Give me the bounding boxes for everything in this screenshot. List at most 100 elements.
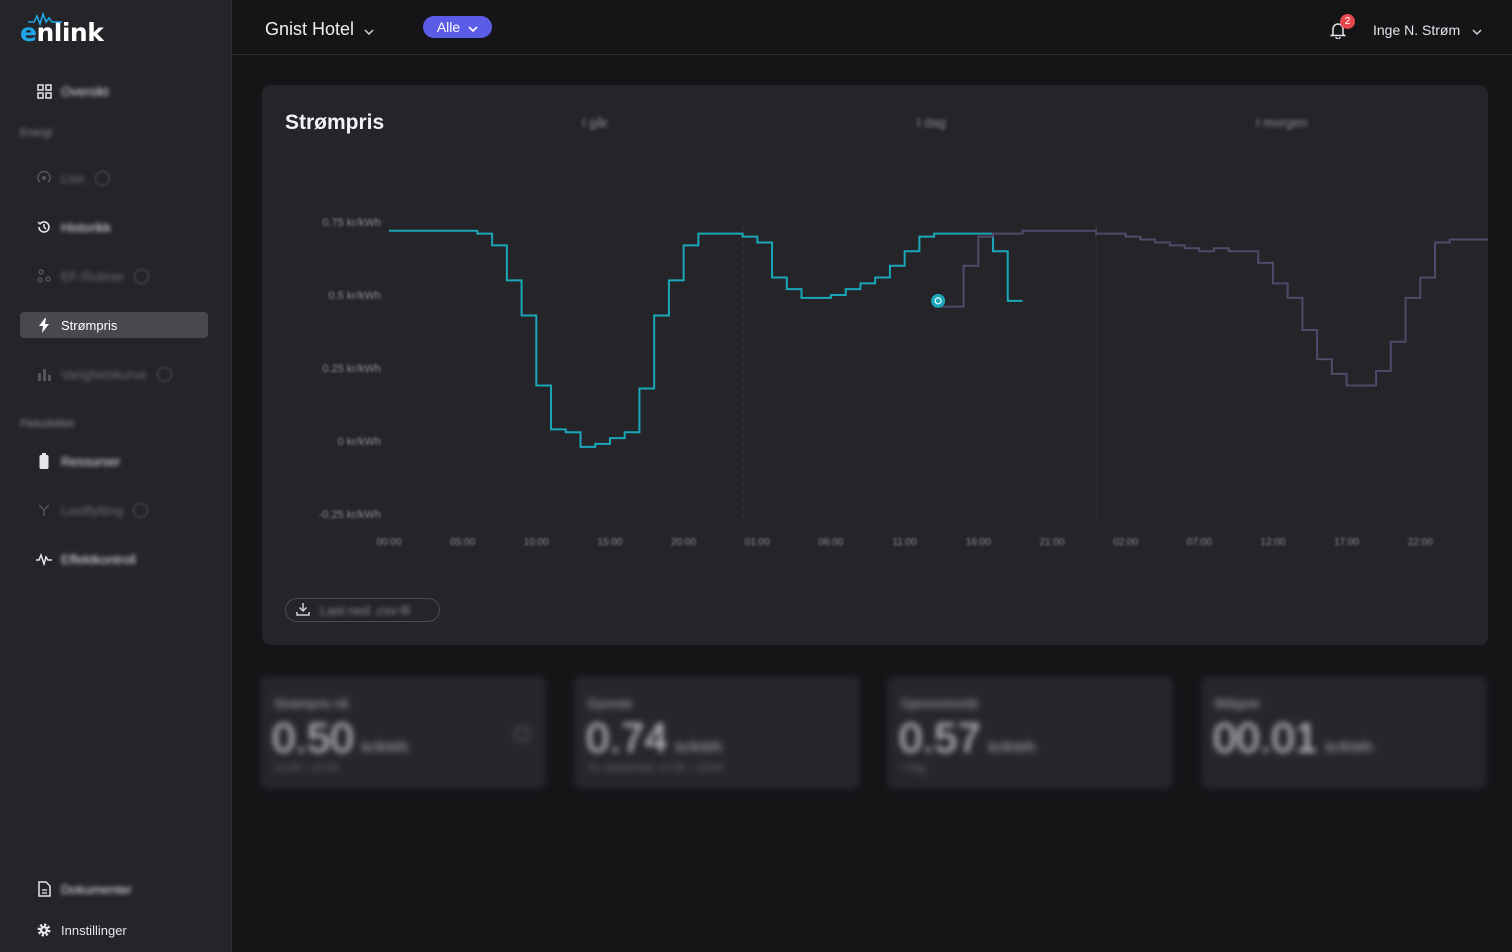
section-label-energi: Energi: [20, 127, 52, 139]
filter-dropdown[interactable]: Alle: [423, 16, 492, 38]
day-label-tomorrow: I morgen: [1256, 115, 1308, 130]
sidebar-item-label: Effektkontroll: [61, 551, 136, 567]
x-tick-label: 06:00: [818, 537, 843, 548]
sidebar-item-dokumenter[interactable]: Dokumenter: [20, 876, 208, 902]
x-tick-label: 00:00: [376, 537, 401, 548]
sidebar-item-label: Historikk: [61, 219, 111, 235]
branch-icon: [36, 502, 52, 518]
stat-title: Billigste: [1215, 696, 1260, 711]
info-icon: [133, 268, 149, 284]
user-menu[interactable]: Inge N. Strøm: [1373, 22, 1482, 38]
stat-unit: kr/kWh: [988, 739, 1036, 756]
sidebar-item-label: Live: [61, 170, 85, 186]
price-series-past: [389, 229, 1023, 448]
enlink-logo[interactable]: enlink: [20, 12, 104, 47]
trend-down-icon: [1455, 726, 1471, 742]
chevron-down-icon: [1472, 22, 1482, 38]
x-tick-label: 22:00: [1408, 537, 1433, 548]
day-label-yesterday: I går: [582, 115, 609, 130]
info-icon: [94, 170, 110, 186]
chart-title: Strømpris: [285, 111, 385, 134]
x-tick-label: 05:00: [450, 537, 475, 548]
current-price-marker-ring: [934, 297, 942, 305]
stat-card-cheapest: Billigste 00.01 kr/kWh: [1201, 676, 1487, 789]
sidebar-item-lastflytting[interactable]: Lastflytting: [20, 497, 208, 523]
gear-icon: [36, 922, 52, 938]
y-tick-label: 0.5 kr/kWh: [328, 290, 381, 302]
x-tick-label: 01:00: [745, 537, 770, 548]
grid-icon: [36, 83, 52, 99]
sidebar-item-label: Strømpris: [61, 317, 118, 333]
download-icon: [296, 602, 310, 619]
sidebar-item-label: Lastflytting: [61, 502, 124, 518]
battery-icon: [36, 453, 52, 469]
sidebar-item-ressurser[interactable]: Ressurser: [20, 448, 208, 474]
broadcast-icon: [36, 170, 52, 186]
stat-title: Dyreste: [588, 696, 633, 711]
stat-unit: kr/kWh: [675, 739, 723, 756]
stat-value: 0.50: [272, 714, 354, 761]
y-tick-label: 0.75 kr/kWh: [322, 217, 381, 229]
document-icon: [36, 881, 52, 897]
sidebar-item-strompris[interactable]: Strømpris: [20, 312, 208, 338]
sidebar-item-varighetskurve[interactable]: Varighetskurve: [20, 361, 208, 387]
bar-chart-icon: [36, 366, 52, 382]
clock-icon: [514, 726, 530, 742]
stat-value: 00.01: [1213, 714, 1319, 761]
sidebar-item-label: Varighetskurve: [61, 366, 147, 382]
stat-title: Gjennomsnitt: [901, 696, 978, 711]
history-icon: [36, 219, 52, 235]
price-chart-card: 0.75 kr/kWh 0.5 kr/kWh 0.25 kr/kWh 0 kr/kWh…: [262, 85, 1488, 645]
y-tick-label: 0 kr/kWh: [338, 436, 381, 448]
x-tick-label: 12:00: [1260, 537, 1285, 548]
notification-badge: 2: [1340, 14, 1355, 29]
sidebar: enlink Oversikt Energi Live Historikk: [0, 0, 232, 952]
filter-label: Alle: [436, 19, 461, 35]
stat-card-current-price: Strømpris nå 0.50 kr/kWh 13:00 - 14:00: [260, 676, 546, 789]
sidebar-item-label: Oversikt: [61, 83, 109, 99]
info-icon: [156, 366, 172, 382]
day-label-today: I dag: [917, 115, 946, 130]
chevron-down-icon: [364, 19, 374, 40]
lightning-icon: [36, 317, 52, 333]
sidebar-item-live[interactable]: Live: [20, 165, 208, 191]
stat-value: 0.57: [899, 714, 981, 761]
sidebar-item-historikk[interactable]: Historikk: [20, 214, 208, 240]
price-chart[interactable]: 0.75 kr/kWh 0.5 kr/kWh 0.25 kr/kWh 0 kr/kWh…: [262, 85, 1488, 585]
pulse-icon: [36, 551, 52, 567]
x-tick-label: 10:00: [524, 537, 549, 548]
download-csv-label: Last ned .csv-fil: [320, 602, 411, 618]
stat-value: 0.74: [586, 714, 668, 761]
section-label-fleksibilitet: Fleksibilitet: [20, 418, 75, 430]
sidebar-item-label: Innstillinger: [61, 922, 127, 938]
sidebar-item-label: EF-Rutiner: [61, 268, 124, 284]
y-tick-label: -0.25 kr/kWh: [319, 509, 381, 521]
stat-unit: kr/kWh: [1326, 739, 1373, 756]
hotel-select[interactable]: Gnist Hotel: [265, 19, 374, 40]
y-tick-label: 0.25 kr/kWh: [322, 363, 381, 375]
x-tick-label: 16:00: [966, 537, 991, 548]
chevron-down-icon: [468, 19, 478, 35]
x-tick-label: 07:00: [1187, 537, 1212, 548]
sidebar-item-innstillinger[interactable]: Innstillinger: [20, 917, 208, 943]
nodes-icon: [36, 268, 52, 284]
info-icon: [133, 502, 149, 518]
x-tick-label: 17:00: [1334, 537, 1359, 548]
x-tick-label: 02:00: [1113, 537, 1138, 548]
stat-sub: 13:00 - 14:00: [274, 762, 339, 774]
logo-wave-icon: [28, 12, 62, 26]
current-price-marker[interactable]: [931, 293, 946, 308]
topbar: Gnist Hotel Alle 2 Inge N. Strøm: [232, 0, 1512, 55]
sidebar-item-oversikt[interactable]: Oversikt: [20, 78, 208, 104]
stat-card-most-expensive: Dyreste 0.74 kr/kWh 31 september 17:00 - …: [574, 676, 860, 789]
stat-unit: kr/kWh: [361, 739, 409, 756]
sidebar-item-effektkontroll[interactable]: Effektkontroll: [20, 546, 208, 572]
download-csv-button[interactable]: Last ned .csv-fil: [285, 598, 440, 622]
stat-sub: 31 september 17:00 - 18:00: [588, 762, 724, 774]
average-icon: [1141, 726, 1157, 742]
sidebar-item-ef-rutiner[interactable]: EF-Rutiner: [20, 263, 208, 289]
logo-text: nlink: [36, 18, 104, 47]
stat-card-average: Gjennomsnitt 0.57 kr/kWh I dag: [887, 676, 1173, 789]
x-tick-label: 21:00: [1039, 537, 1064, 548]
logo-e: e: [20, 18, 37, 47]
